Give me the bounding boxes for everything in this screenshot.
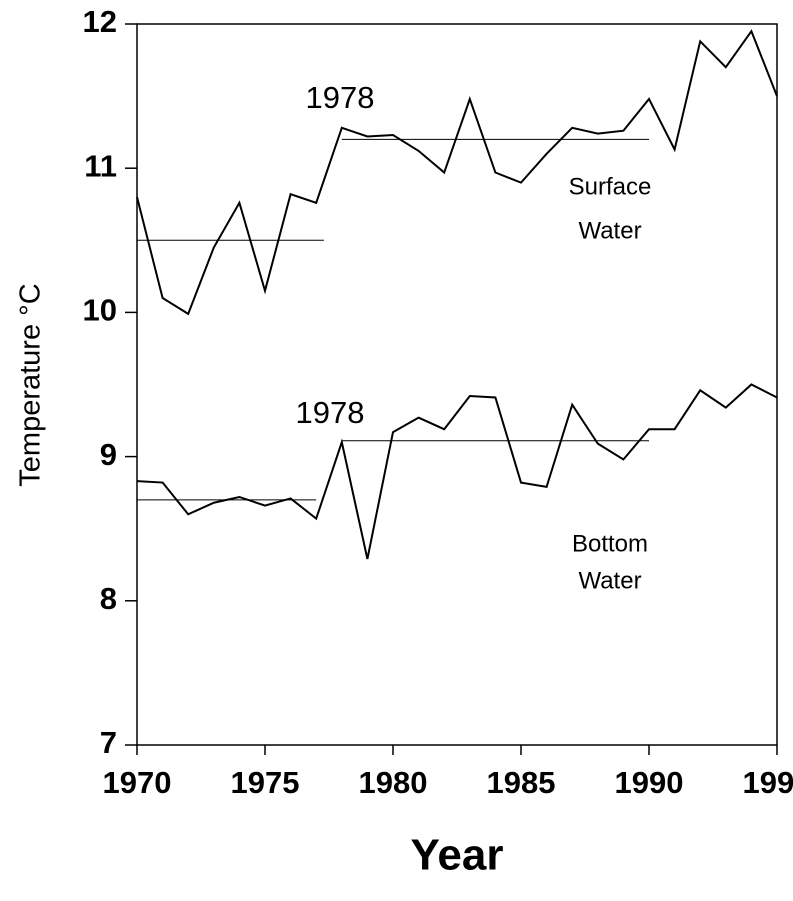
data-line [136,29,778,316]
y-tick-label: 7 [100,725,117,760]
y-tick-label: 12 [83,4,117,39]
x-tick-label: 1990 [615,765,684,800]
x-tick-label: 1975 [231,765,300,800]
y-tick-label: 10 [83,293,117,328]
annotation: Bottom [572,530,648,557]
y-tick-label: 11 [84,148,117,183]
x-tick-label: 1995 [743,765,793,800]
x-tick-label: 1985 [487,765,556,800]
y-tick-label: 9 [100,437,117,472]
annotation: 1978 [296,395,365,430]
plot-frame [136,23,778,746]
x-tick-label: 1980 [359,765,428,800]
annotation: Surface [569,173,652,200]
annotation: 1978 [306,80,375,115]
annotation: Water [578,567,641,594]
y-axis-label: Temperature °C [15,283,47,486]
data-line [136,383,778,560]
x-axis-label: Year [411,831,504,880]
annotation: Water [578,217,641,244]
y-tick-label: 8 [100,581,117,616]
x-tick-label: 1970 [103,765,172,800]
